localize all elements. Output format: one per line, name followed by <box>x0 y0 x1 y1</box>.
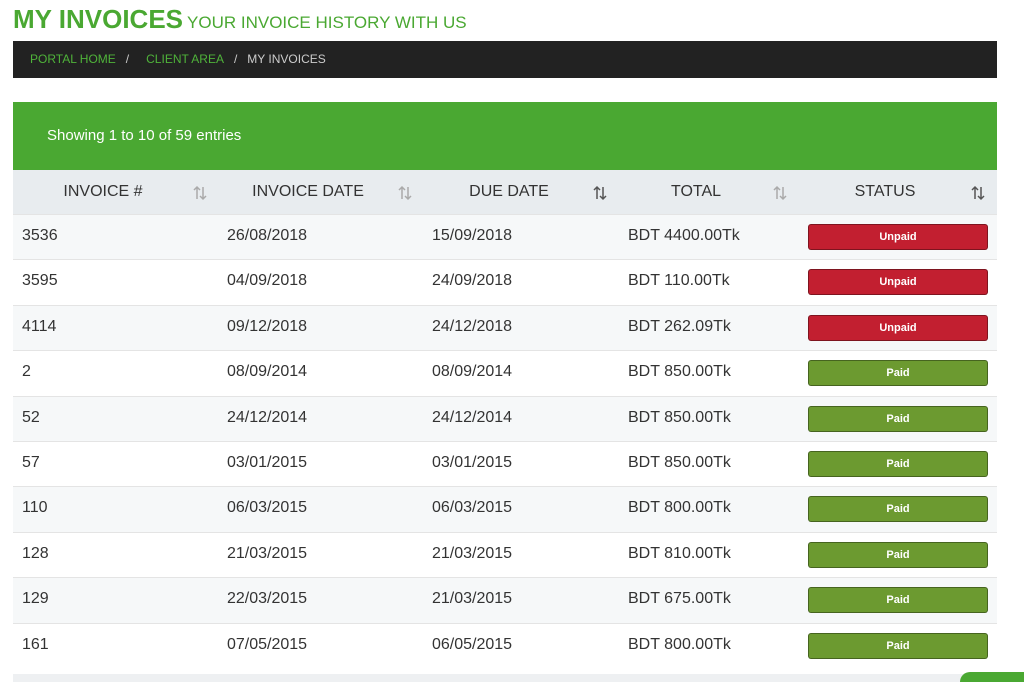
table-cell[interactable]: 2 <box>22 363 31 381</box>
table-cell[interactable]: 4114 <box>22 317 57 335</box>
status-badge: Paid <box>808 632 988 659</box>
breadcrumb-link[interactable]: PORTAL HOME <box>30 52 116 66</box>
table-cell: 08/09/2014 <box>227 363 308 381</box>
table-cell: 08/09/2014 <box>432 363 513 381</box>
breadcrumb-link[interactable]: CLIENT AREA <box>146 52 224 66</box>
status-badge: Unpaid <box>808 269 988 296</box>
breadcrumb-separator: / <box>125 52 130 66</box>
table-cell[interactable]: 129 <box>22 590 49 608</box>
table-cell: 24/12/2014 <box>227 408 308 426</box>
column-header[interactable]: STATUS <box>854 183 916 200</box>
sort-icon[interactable] <box>971 185 985 201</box>
page-header: MY INVOICES YOUR INVOICE HISTORY WITH US <box>13 4 467 35</box>
table-cell: 09/12/2018 <box>227 317 308 335</box>
table-cell: 24/09/2018 <box>432 272 513 290</box>
table-cell[interactable]: 161 <box>22 635 49 653</box>
table-cell: BDT 4400.00Tk <box>628 227 740 244</box>
column-header[interactable]: INVOICE # <box>63 183 143 200</box>
status-badge: Paid <box>808 541 988 568</box>
table-header: INVOICE # INVOICE DATE DUE DATE TOTAL STATUS <box>13 170 997 214</box>
column-header[interactable]: TOTAL <box>670 183 722 200</box>
table-cell: BDT 850.00Tk <box>628 454 731 471</box>
table-cell: 15/09/2018 <box>432 227 513 244</box>
sort-icon[interactable] <box>593 185 607 201</box>
table-cell[interactable]: 57 <box>22 454 40 471</box>
table-row: 129 22/03/2015 21/03/2015 BDT 675.00Tk Paid <box>13 577 997 624</box>
table-cell: 22/03/2015 <box>227 590 308 608</box>
table-cell: 06/03/2015 <box>432 499 513 517</box>
column-header[interactable]: DUE DATE <box>469 183 549 200</box>
page-subtitle: YOUR INVOICE HISTORY WITH US <box>187 13 467 32</box>
table-cell: BDT 800.00Tk <box>628 499 731 517</box>
sort-icon[interactable] <box>398 185 412 201</box>
table-cell: 03/01/2015 <box>227 454 308 471</box>
sort-icon[interactable] <box>773 185 787 201</box>
table-row: 3595 04/09/2018 24/09/2018 BDT 110.00Tk Unpa… <box>13 259 997 306</box>
breadcrumb: PORTAL HOME / CLIENT AREA / MY INVOICES <box>13 41 997 78</box>
status-badge: Paid <box>808 360 988 387</box>
table-cell: 24/12/2018 <box>432 317 513 335</box>
table-cell[interactable]: 110 <box>22 499 48 517</box>
table-cell: BDT 810.00Tk <box>628 544 731 562</box>
table-cell: BDT 850.00Tk <box>628 363 731 381</box>
sort-icon[interactable] <box>193 185 207 201</box>
status-badge: Paid <box>808 405 988 432</box>
table-cell: BDT 800.00Tk <box>628 635 731 653</box>
page-title: MY INVOICES <box>13 4 184 34</box>
table-cell: 03/01/2015 <box>432 454 513 471</box>
table-footer <box>13 674 997 682</box>
table-cell: BDT 110.00Tk <box>628 272 730 290</box>
table-cell: 26/08/2018 <box>227 227 308 244</box>
table-row: 161 07/05/2015 06/05/2015 BDT 800.00Tk Paid <box>13 622 997 669</box>
table-cell: 07/05/2015 <box>227 635 308 653</box>
status-badge: Unpaid <box>808 224 988 250</box>
table-cell: 21/03/2015 <box>227 544 308 562</box>
table-cell: 06/03/2015 <box>227 499 308 517</box>
breadcrumb-separator: / <box>233 52 238 66</box>
table-cell: 21/03/2015 <box>432 544 513 562</box>
table-cell: 21/03/2015 <box>432 590 513 608</box>
status-badge: Paid <box>808 451 988 477</box>
status-badge: Paid <box>808 587 988 614</box>
table-row: 57 03/01/2015 03/01/2015 BDT 850.00Tk Paid <box>13 441 997 487</box>
table-cell: 24/12/2014 <box>432 408 513 426</box>
table-cell[interactable]: 3595 <box>22 272 58 290</box>
table-cell[interactable]: 52 <box>22 408 40 426</box>
table-row: 52 24/12/2014 24/12/2014 BDT 850.00Tk Paid <box>13 395 997 442</box>
table-row: 3536 26/08/2018 15/09/2018 BDT 4400.00Tk Unp… <box>13 214 997 260</box>
status-badge: Paid <box>808 496 988 523</box>
table-row: 2 08/09/2014 08/09/2014 BDT 850.00Tk Paid <box>13 350 997 397</box>
breadcrumb-current: MY INVOICES <box>247 52 326 66</box>
table-row: 110 06/03/2015 06/03/2015 BDT 800.00Tk Paid <box>13 486 997 533</box>
table-row: 128 21/03/2015 21/03/2015 BDT 810.00Tk Paid <box>13 531 997 578</box>
chat-button[interactable] <box>960 672 1024 682</box>
table-cell[interactable]: 128 <box>22 544 49 562</box>
table-info: Showing 1 to 10 of 59 entries <box>47 127 242 144</box>
table-cell: BDT 675.00Tk <box>628 590 731 608</box>
table-row: 4114 09/12/2018 24/12/2018 BDT 262.09Tk Unpa… <box>13 304 997 351</box>
column-header[interactable]: INVOICE DATE <box>252 183 364 200</box>
table-cell: BDT 262.09Tk <box>628 317 731 335</box>
table-cell: 04/09/2018 <box>227 272 308 290</box>
status-badge: Unpaid <box>808 314 988 341</box>
table-cell: 06/05/2015 <box>432 635 513 653</box>
table-info-bar: Showing 1 to 10 of 59 entries <box>13 102 997 170</box>
table-cell: BDT 850.00Tk <box>628 408 731 426</box>
table-cell[interactable]: 3536 <box>22 227 58 244</box>
